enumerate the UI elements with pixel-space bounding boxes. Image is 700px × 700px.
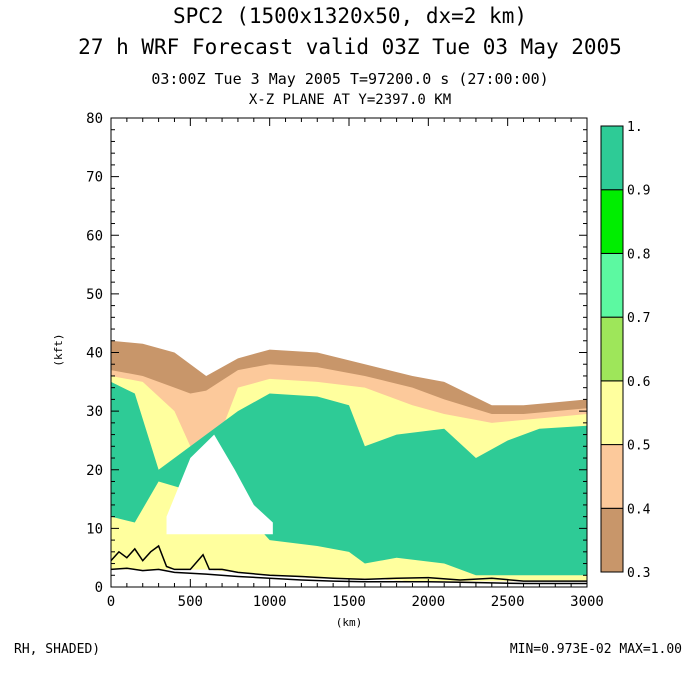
colorbar-segment xyxy=(600,507,624,573)
y-axis-label: (kft) xyxy=(52,333,65,366)
colorbar-segment xyxy=(600,189,624,254)
colorbar-label: 0.9 xyxy=(627,184,650,199)
rh-band-rh_0.9 xyxy=(111,381,587,576)
colorbar-segment xyxy=(600,316,624,382)
y-tick-label: 80 xyxy=(86,111,103,127)
colorbar-segment xyxy=(600,380,624,446)
x-tick-label: 0 xyxy=(107,594,115,610)
terrain-line-terrain_min xyxy=(111,567,587,585)
colorbar-label: 0.4 xyxy=(627,502,651,517)
x-tick-label: 500 xyxy=(178,594,203,610)
main-title: SPC2 (1500x1320x50, dx=2 km) xyxy=(172,4,527,28)
y-tick-label: 20 xyxy=(86,463,103,479)
field-label: RH, SHADED) xyxy=(14,642,101,657)
colorbar-label: 0.3 xyxy=(627,566,650,581)
colorbar-label: 1. xyxy=(627,120,643,135)
x-tick-label: 3000 xyxy=(570,594,604,610)
min-max-label: MIN=0.973E-02 MAX=1.00 xyxy=(509,642,682,657)
x-tick-label: 2500 xyxy=(491,594,525,610)
y-tick-label: 50 xyxy=(86,287,103,303)
colorbar-segment xyxy=(600,125,624,191)
y-tick-label: 40 xyxy=(86,346,103,362)
colorbar-label: 0.6 xyxy=(627,375,650,390)
y-tick-label: 30 xyxy=(86,404,103,420)
y-tick-label: 60 xyxy=(86,228,103,244)
colorbar-segment xyxy=(600,252,624,318)
colorbar-label: 0.8 xyxy=(627,247,650,262)
x-tick-label: 1500 xyxy=(332,594,366,610)
terrain-line-terrain_max xyxy=(111,544,587,582)
y-tick-label: 10 xyxy=(86,521,103,537)
dry-region xyxy=(166,434,273,535)
y-tick-label: 0 xyxy=(95,580,103,596)
colorbar-label: 0.5 xyxy=(627,439,650,454)
plane-title: X-Z PLANE AT Y=2397.0 KM xyxy=(248,92,452,108)
x-axis-label: (km) xyxy=(336,616,363,629)
colorbar-label: 0.7 xyxy=(627,311,650,326)
x-tick-label: 1000 xyxy=(253,594,287,610)
forecast-subtitle: 27 h WRF Forecast valid 03Z Tue 03 May 2… xyxy=(78,35,622,59)
valid-time-line: 03:00Z Tue 3 May 2005 T=97200.0 s (27:00… xyxy=(151,70,549,88)
y-tick-label: 70 xyxy=(86,170,103,186)
colorbar-segment xyxy=(600,444,624,509)
x-tick-label: 2000 xyxy=(411,594,445,610)
